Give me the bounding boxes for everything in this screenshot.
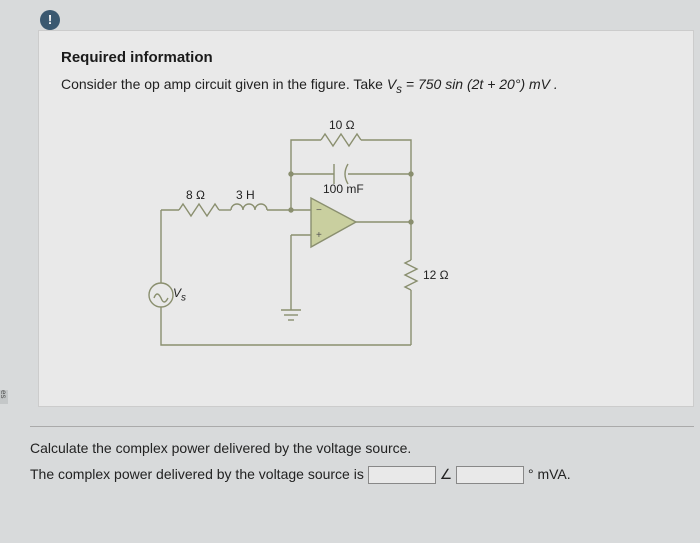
circuit-diagram: − + 8 Ω 3 H 10 Ω 100 mF 12 Ω Vs <box>131 110 491 370</box>
answer-line: The complex power delivered by the volta… <box>30 466 694 484</box>
opamp-plus: + <box>316 230 322 241</box>
prompt-prefix: Consider the op amp circuit given in the… <box>61 76 387 92</box>
opamp-minus: − <box>316 205 322 216</box>
eq-lhs: V <box>387 76 396 92</box>
problem-card: Required information Consider the op amp… <box>38 30 694 407</box>
label-r1: 8 Ω <box>186 188 205 202</box>
required-info-heading: Required information <box>61 49 675 66</box>
prompt-text: Consider the op amp circuit given in the… <box>61 76 675 96</box>
source-sub: s <box>181 292 186 303</box>
label-l1: 3 H <box>236 188 255 202</box>
side-tab: es <box>0 390 8 404</box>
equation: Vs = 750 sin (2t + 20°) mV . <box>387 76 558 92</box>
angle-input[interactable] <box>456 466 524 484</box>
answer-block: Calculate the complex power delivered by… <box>30 440 694 494</box>
question-text: Calculate the complex power delivered by… <box>30 440 694 456</box>
source-v: V <box>173 286 181 300</box>
answer-prefix: The complex power delivered by the volta… <box>30 466 368 482</box>
magnitude-input[interactable] <box>368 466 436 484</box>
label-cap: 100 mF <box>323 182 364 196</box>
unit-label: ° mVA. <box>528 466 571 482</box>
circuit-svg: − + <box>131 110 491 370</box>
eq-rhs: = 750 sin (2t + 20°) mV . <box>402 76 558 92</box>
label-source: Vs <box>173 286 186 303</box>
angle-symbol: ∠ <box>440 466 453 482</box>
alert-icon: ! <box>40 10 60 30</box>
divider <box>30 426 694 427</box>
label-rload: 12 Ω <box>423 268 449 282</box>
label-rtop: 10 Ω <box>329 118 355 132</box>
